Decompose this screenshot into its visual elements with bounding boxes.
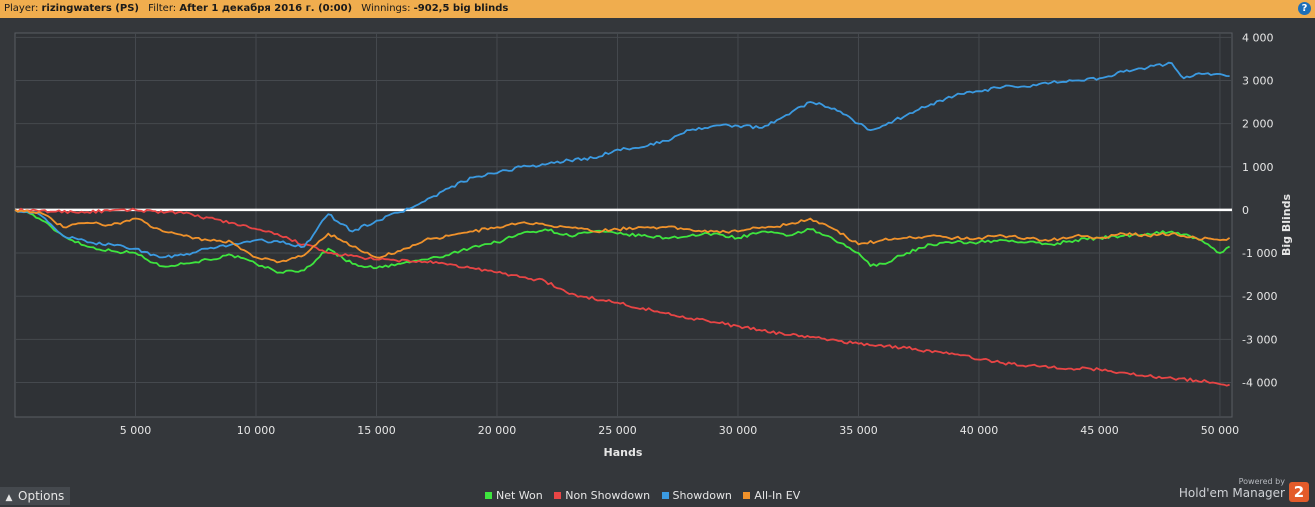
y-axis: 4 000 3 000 2 000 1 000 0 -1 000 -2 000 -3 000 -… bbox=[1242, 31, 1277, 389]
brand: Powered by Hold'em Manager bbox=[1179, 477, 1285, 500]
player-label: Player: bbox=[4, 3, 39, 14]
winnings-graph: 5 000 10 000 15 000 20 000 25 000 30 000 35 00… bbox=[14, 31, 1293, 459]
player-value: rizingwaters (PS) bbox=[41, 3, 139, 14]
legend: Net Won Non Showdown Showdown All-In EV bbox=[485, 489, 808, 502]
y-tick-label: 3 000 bbox=[1242, 74, 1274, 87]
chevron-up-icon: ▲ bbox=[5, 493, 13, 503]
y-tick-label: -4 000 bbox=[1242, 376, 1277, 389]
filter-bar: Player: rizingwaters (PS) Filter: After … bbox=[0, 0, 1315, 18]
x-axis-label: Hands bbox=[604, 446, 643, 459]
x-tick-label: 25 000 bbox=[598, 424, 637, 437]
legend-item-net-won[interactable]: Net Won bbox=[485, 489, 543, 502]
series-line-net-won bbox=[14, 209, 1231, 274]
filter-label: Filter: bbox=[148, 3, 177, 14]
y-tick-label: 4 000 bbox=[1242, 31, 1274, 44]
y-axis-label: Big Blinds bbox=[1280, 194, 1293, 256]
hm2-logo-icon: 2 bbox=[1289, 482, 1309, 502]
series-group bbox=[14, 61, 1231, 387]
legend-label: Net Won bbox=[496, 489, 543, 502]
y-tick-label: -1 000 bbox=[1242, 247, 1277, 260]
x-tick-label: 40 000 bbox=[960, 424, 999, 437]
y-tick-label: 1 000 bbox=[1242, 161, 1274, 174]
filter-value: After 1 декабря 2016 г. (0:00) bbox=[179, 3, 353, 14]
x-tick-label: 30 000 bbox=[719, 424, 758, 437]
series-line-showdown bbox=[14, 61, 1230, 259]
x-tick-label: 20 000 bbox=[478, 424, 517, 437]
options-label: Options bbox=[18, 489, 65, 503]
x-tick-label: 15 000 bbox=[357, 424, 396, 437]
options-button[interactable]: ▲ Options bbox=[0, 487, 70, 505]
winnings-label: Winnings: bbox=[361, 3, 411, 14]
x-tick-label: 45 000 bbox=[1080, 424, 1119, 437]
legend-label: Non Showdown bbox=[565, 489, 651, 502]
legend-swatch bbox=[485, 492, 492, 499]
x-tick-label: 10 000 bbox=[237, 424, 276, 437]
legend-label: All-In EV bbox=[754, 489, 801, 502]
powered-by-text: Powered by bbox=[1238, 477, 1285, 486]
legend-swatch bbox=[554, 492, 562, 499]
x-tick-label: 5 000 bbox=[120, 424, 152, 437]
y-tick-label: 0 bbox=[1242, 204, 1249, 217]
legend-swatch bbox=[743, 492, 751, 499]
y-tick-label: 2 000 bbox=[1242, 118, 1274, 131]
legend-item-showdown[interactable]: Showdown bbox=[661, 489, 732, 502]
legend-item-all-in-ev[interactable]: All-In EV bbox=[743, 489, 800, 502]
grid bbox=[15, 33, 1232, 417]
x-axis: 5 000 10 000 15 000 20 000 25 000 30 000 35 00… bbox=[120, 424, 1239, 437]
brand-name: Hold'em Manager bbox=[1178, 486, 1285, 500]
legend-item-non-showdown[interactable]: Non Showdown bbox=[554, 489, 650, 502]
legend-swatch bbox=[661, 492, 669, 499]
x-tick-label: 50 000 bbox=[1201, 424, 1240, 437]
series-line-non-showdown bbox=[14, 207, 1230, 387]
legend-label: Showdown bbox=[672, 489, 732, 502]
plot-area bbox=[14, 32, 1233, 418]
x-tick-label: 35 000 bbox=[839, 424, 878, 437]
series-line-all-in-ev bbox=[14, 209, 1231, 264]
y-tick-label: -2 000 bbox=[1242, 290, 1277, 303]
help-icon[interactable]: ? bbox=[1298, 2, 1311, 15]
winnings-value: -902,5 big blinds bbox=[413, 3, 509, 14]
y-tick-label: -3 000 bbox=[1242, 333, 1277, 346]
